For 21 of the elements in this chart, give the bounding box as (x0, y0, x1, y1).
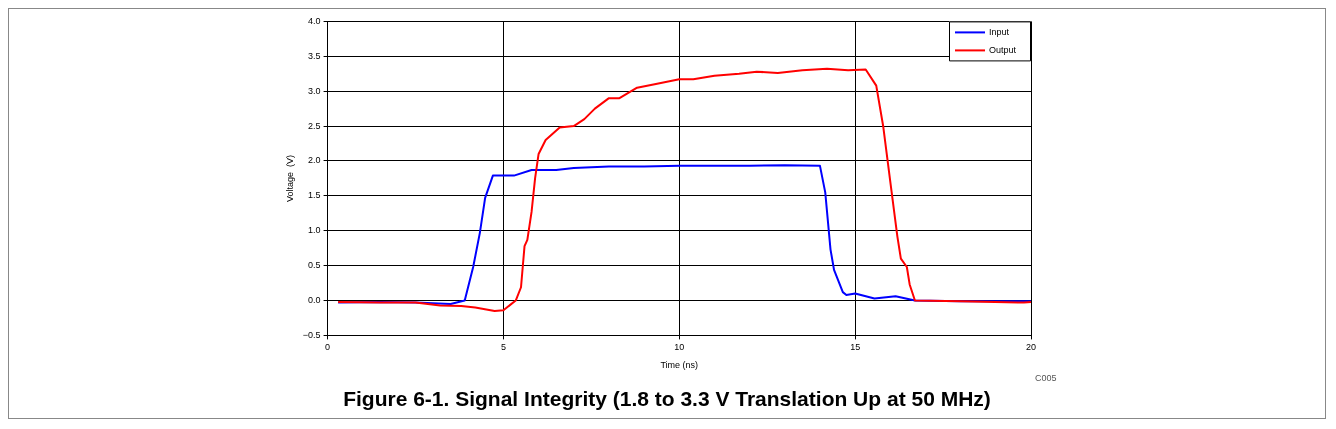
x-tick-label: 15 (850, 342, 861, 353)
x-axis-title: Time (ns) (660, 360, 699, 371)
y-tick-label: 3.0 (308, 85, 321, 96)
y-axis-title: Voltage (V) (284, 154, 295, 202)
y-tick-label: 4.0 (308, 15, 321, 26)
x-tick-label: 5 (500, 342, 506, 353)
legend-label: Output (989, 44, 1017, 55)
y-tick-label: −0.5 (302, 329, 321, 340)
text: Figure 6-1. Signal Integrity (1.8 to 3.3 V Translation Up at 50 MHz) (342, 387, 992, 411)
text: C005 (1035, 373, 1057, 383)
legend-label: Input (989, 26, 1010, 37)
y-tick-label: 0.5 (308, 260, 321, 271)
y-tick-label: 3.5 (308, 50, 321, 61)
y-tick-label: 1.0 (308, 225, 321, 236)
x-tick-label: 10 (674, 342, 685, 353)
x-tick-label: 0 (325, 342, 331, 353)
x-tick-label: 20 (1025, 342, 1037, 353)
y-tick-label: 0.0 (308, 295, 321, 305)
y-tick-label: 2.0 (308, 155, 321, 166)
y-tick-label: 1.5 (308, 190, 321, 201)
y-tick-label: 2.5 (308, 120, 321, 131)
